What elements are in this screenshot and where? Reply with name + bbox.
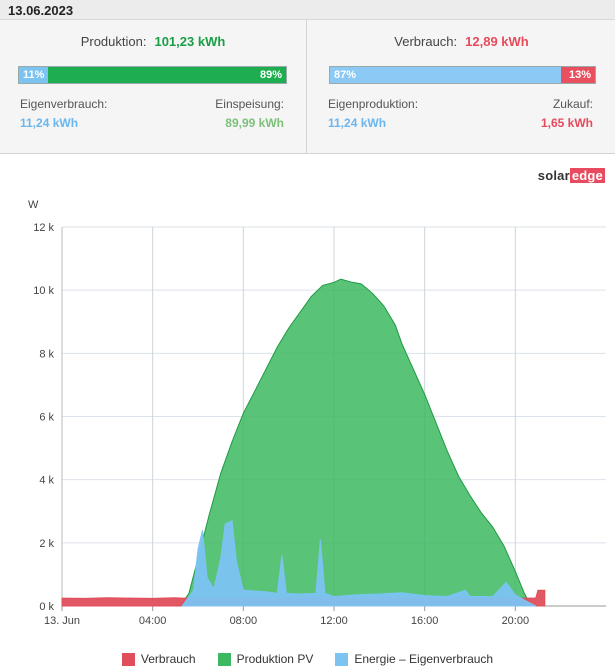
y-tick-label: 8 k [39,348,54,360]
summary-panels: Produktion: 101,23 kWh 11% 89% Eigenverbr… [0,20,615,154]
consumption-bar-purchase: 13% [560,67,595,83]
self-consumption-label: Eigenverbrauch: [20,97,108,111]
logo-part-edge: edge [569,168,605,183]
series-area-energie-eigenverbrauch [181,519,536,607]
production-label: Produktion: [80,34,147,49]
production-title: Produktion: 101,23 kWh [0,34,306,49]
production-panel: Produktion: 101,23 kWh 11% 89% Eigenverbr… [0,20,307,154]
self-consumption-value: 11,24 kWh [20,116,79,130]
consumption-label: Verbrauch: [394,34,458,49]
legend-swatch [121,652,135,666]
production-bar-self-use-pct: 11% [23,69,45,81]
legend-swatch [335,652,349,666]
series-area-produktion-pv [179,278,533,607]
consumption-bar: 87% 13% [329,66,596,84]
logo-part-solar: solar [537,168,570,183]
legend-item[interactable]: Verbrauch [121,650,196,668]
power-chart-svg: 0 k 2 k 4 k 6 k 8 k 10 k 12 k 13. Jun 04:00 08:00… [28,199,606,627]
solaredge-logo: solar edge [538,168,605,183]
x-tick-label: 12:00 [320,615,348,627]
production-value: 101,23 kWh [154,34,226,49]
consumption-value: 12,89 kWh [465,34,529,49]
legend-item[interactable]: Energie – Eigenverbrauch [335,650,493,668]
y-tick-label: 12 k [33,222,54,234]
legend-swatch [217,652,231,666]
feed-in-value: 89,99 kWh [225,116,284,130]
consumption-bar-purchase-pct: 13% [568,69,591,81]
feed-in-label: Einspeisung: [215,97,284,111]
consumption-bar-self-production-pct: 87% [334,69,357,81]
power-chart: 0 k 2 k 4 k 6 k 8 k 10 k 12 k 13. Jun 04:00 08:00… [0,190,615,640]
chart-legend: Verbrauch Produktion PV Energie – Eigenver… [0,650,615,668]
consumption-panel: Verbrauch: 12,89 kWh 87% 13% Eigenprodukt… [308,20,615,154]
production-bar: 11% 89% [18,66,287,84]
purchase-label: Zukauf: [552,97,593,111]
x-tick-label: 20:00 [502,615,530,627]
consumption-bar-self-production: 87% [330,67,561,83]
y-tick-label: 10 k [33,285,54,297]
y-tick-label: 4 k [39,475,54,487]
production-bar-feed-in: 89% [48,67,286,83]
legend-item[interactable]: Produktion PV [217,650,314,668]
x-tick-label: 13. Jun [44,615,80,627]
production-bar-feed-in-pct: 89% [259,69,282,81]
legend-label: Produktion PV [236,652,314,666]
x-tick-label: 04:00 [139,615,167,627]
x-tick-label: 08:00 [230,615,258,627]
self-production-value: 11,24 kWh [328,116,387,130]
y-axis-label: W [28,199,39,211]
x-tick-label: 16:00 [411,615,439,627]
self-production-label: Eigenproduktion: [328,97,419,111]
legend-label: Energie – Eigenverbrauch [354,652,494,666]
consumption-title: Verbrauch: 12,89 kWh [308,34,615,49]
date-label: 13.06.2023 [8,3,74,18]
purchase-value: 1,65 kWh [540,116,593,130]
legend-label: Verbrauch [140,652,196,666]
production-bar-self-use: 11% [19,67,49,83]
y-tick-label: 6 k [39,412,54,424]
y-tick-label: 0 k [39,601,54,613]
y-tick-label: 2 k [39,538,54,550]
date-bar: 13.06.2023 [0,0,615,20]
